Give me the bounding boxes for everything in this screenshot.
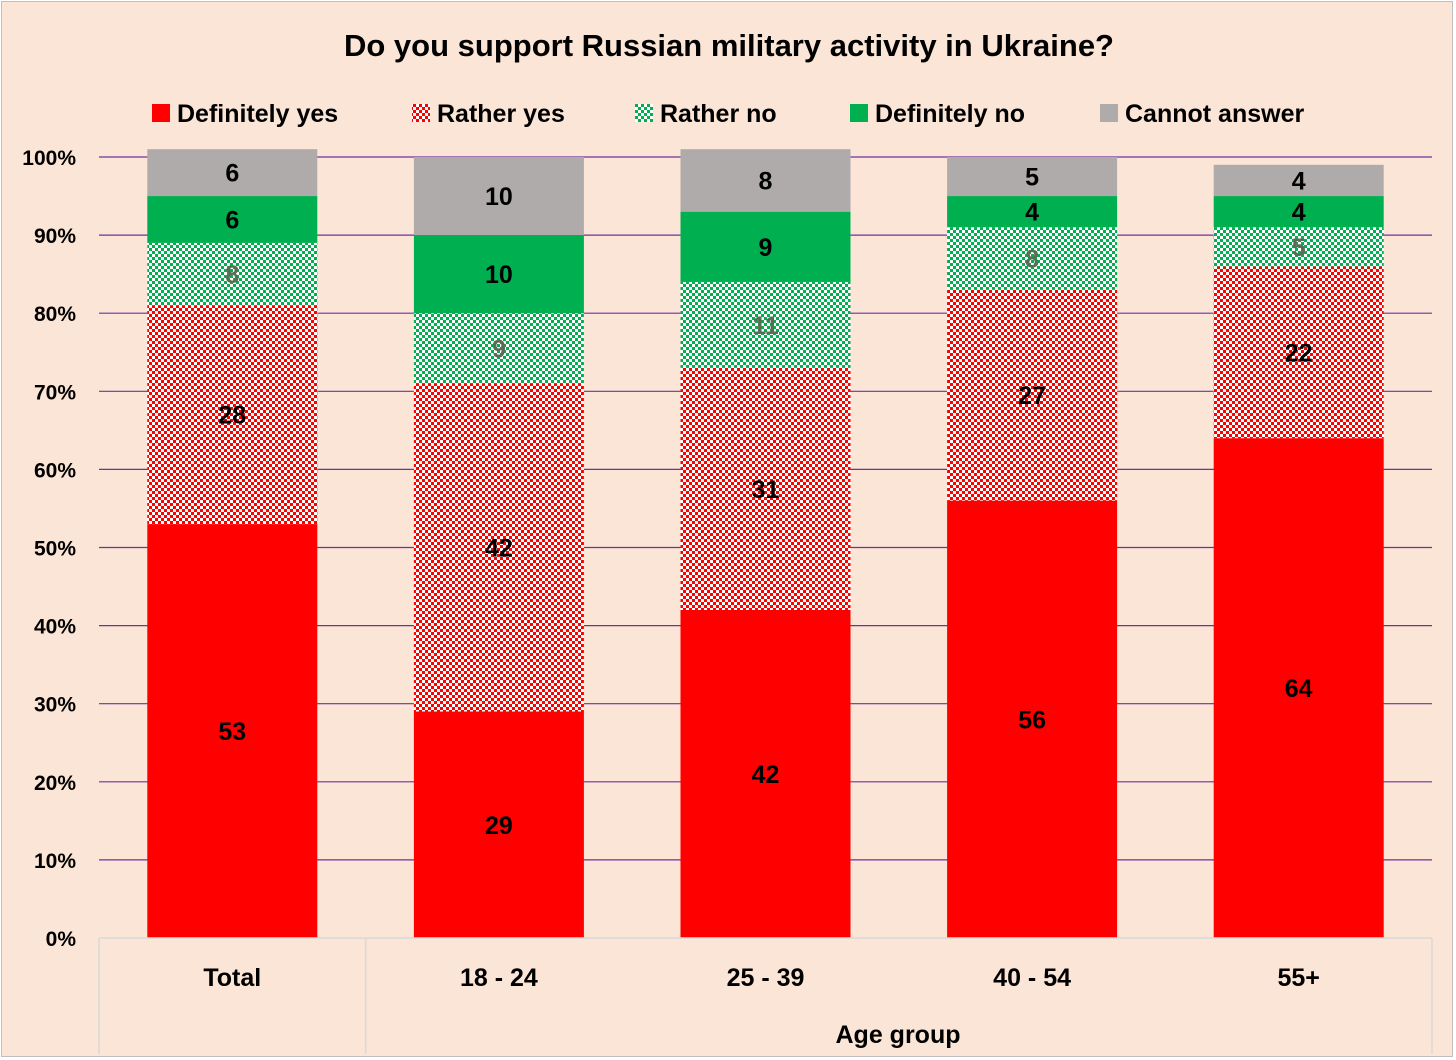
data-label: 29 [485,812,513,840]
legend-swatch [635,104,653,122]
legend-item-definitely-yes: Definitely yes [152,100,338,128]
legend-label: Definitely yes [177,100,338,128]
bars [147,149,1384,938]
bar-segment-rather-no-40-54 [947,227,1118,290]
data-label: 10 [485,183,513,211]
bar-segment-definitely-no-25-39 [680,211,851,282]
data-label: 31 [752,476,780,504]
y-tick-label: 30% [34,694,76,717]
data-label: 8 [759,167,773,195]
bar-segment-rather-yes-40-54 [947,289,1118,501]
y-tick-label: 40% [34,616,76,639]
data-label: 8 [225,261,239,289]
y-tick-label: 60% [34,459,76,482]
data-label: 56 [1018,706,1046,734]
bar-segment-definitely-no-55 [1213,196,1384,228]
bar-segment-definitely-yes-18-24 [413,711,584,938]
bar-segment-cannot-answer-total [147,149,318,197]
bar-segment-definitely-no-40-54 [947,196,1118,228]
x-tick-label: 55+ [1277,964,1319,992]
data-label: 4 [1292,167,1306,195]
legend-item-rather-yes: Rather yes [412,100,565,128]
data-label: 42 [752,761,780,789]
bar-segment-definitely-yes-40-54 [947,500,1118,938]
data-label: 9 [759,234,773,262]
bar-segment-rather-yes-25-39 [680,367,851,610]
y-tick-label: 0% [46,928,77,951]
legend-label: Definitely no [875,100,1025,128]
data-label: 42 [485,535,513,563]
chart-title: Do you support Russian military activity… [344,28,1114,63]
data-label: 6 [225,206,239,234]
bar-segment-rather-no-55 [1213,227,1384,267]
legend-swatch [1100,104,1118,122]
bar-segment-rather-no-total [147,242,318,306]
bar-segment-cannot-answer-55 [1213,164,1384,197]
legend-swatch [412,104,430,122]
legend-item-cannot-answer: Cannot answer [1100,100,1304,128]
legend-item-definitely-no: Definitely no [850,100,1025,128]
legend-item-rather-no: Rather no [635,100,777,128]
bar-segment-definitely-yes-total [147,524,318,938]
data-label: 10 [485,261,513,289]
data-label: 4 [1025,199,1039,227]
y-tick-label: 50% [34,538,76,561]
data-label: 53 [218,718,246,746]
data-label: 8 [1025,246,1039,274]
data-label: 22 [1285,339,1313,367]
bar-segment-cannot-answer-25-39 [680,149,851,212]
data-label: 5 [1292,234,1306,262]
bar-segment-cannot-answer-40-54 [947,157,1118,197]
y-tick-label: 20% [34,772,76,795]
x-tick-label: Total [203,964,261,992]
bar-segment-rather-yes-total [147,305,318,525]
bar-segment-definitely-no-18-24 [413,235,584,314]
bar-segment-rather-yes-18-24 [413,383,584,712]
bar-segment-cannot-answer-18-24 [413,157,584,236]
y-tick-label: 90% [34,225,76,248]
x-tick-label: 18 - 24 [460,964,538,992]
legend-label: Cannot answer [1125,100,1304,128]
y-tick-label: 10% [34,850,76,873]
data-label: 27 [1018,382,1046,410]
bar-segment-rather-no-25-39 [680,281,851,368]
bar-segment-definitely-no-total [147,196,318,243]
legend-swatch [152,104,170,122]
x-tick-label: 25 - 39 [727,964,805,992]
legend-swatch [850,104,868,122]
legend-label: Rather no [660,100,777,128]
data-label: 6 [225,160,239,188]
y-tick-label: 80% [34,303,76,326]
bar-segment-definitely-yes-25-39 [680,609,851,938]
data-label: 64 [1285,675,1313,703]
data-label: 9 [492,335,506,363]
x-axis: Total 18 - 24 25 - 39 40 - 54 55+ [98,937,1433,1054]
data-labels: 53 28 8 6 6 29 42 9 10 10 42 31 11 9 8 56 27 8 4 5 64 22 5 4 4 [218,160,1312,840]
x-tick-label: 40 - 54 [993,964,1071,992]
data-label: 5 [1025,164,1039,192]
bar-segment-rather-no-18-24 [413,313,584,384]
y-tick-label: 100% [22,147,76,170]
legend-label: Rather yes [437,100,565,128]
chart-legend: Definitely yes Rather yes Rather no Definit… [152,100,1304,128]
bar-segment-rather-yes-55 [1213,266,1384,439]
bar-segment-definitely-yes-55 [1213,438,1384,938]
y-axis-ticks: 0% 10% 20% 30% 40% 50% 60% 70% 80% 90% 100% [22,147,76,951]
data-label: 11 [752,312,779,340]
data-label: 28 [218,402,246,430]
y-tick-label: 70% [34,381,76,404]
x-axis-title: Age group [836,1021,961,1049]
data-label: 4 [1292,199,1306,227]
